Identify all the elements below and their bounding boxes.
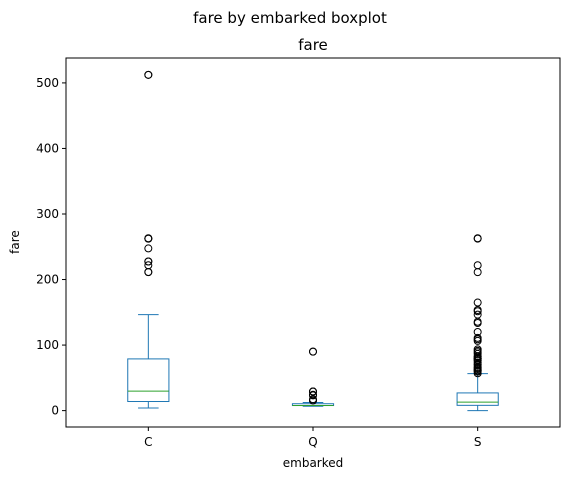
box-S xyxy=(456,234,499,412)
outlier-point xyxy=(473,333,482,342)
chart-suptitle: fare by embarked boxplot xyxy=(193,9,387,27)
y-axis-label: fare xyxy=(8,230,22,254)
outlier-point xyxy=(473,327,482,336)
outlier-point xyxy=(144,234,153,243)
y-tick-label: 200 xyxy=(36,273,59,287)
outlier-point xyxy=(309,395,317,404)
outlier-point xyxy=(309,387,317,396)
y-tick-label: 400 xyxy=(36,141,59,155)
box-iqr xyxy=(456,392,499,406)
outlier-point xyxy=(144,261,153,270)
y-axis: 0 100 200 300 400 500 xyxy=(36,76,66,418)
box-Q xyxy=(291,347,335,407)
outlier-point xyxy=(473,345,482,354)
outlier-point xyxy=(309,390,317,399)
outlier-point xyxy=(473,298,482,307)
y-tick-label: 0 xyxy=(51,404,59,418)
outlier-point xyxy=(144,257,153,266)
outlier-point xyxy=(309,347,317,356)
x-tick-label: Q xyxy=(308,435,317,449)
x-tick-label: S xyxy=(474,435,482,449)
x-tick-label: C xyxy=(144,435,152,449)
outlier-point xyxy=(473,261,482,270)
boxes-layer xyxy=(127,70,499,412)
outlier-point xyxy=(473,234,482,243)
y-tick-label: 300 xyxy=(36,207,59,221)
y-tick-label: 500 xyxy=(36,76,59,90)
plot-area xyxy=(65,57,561,428)
box-iqr xyxy=(127,358,170,403)
y-tick-label: 100 xyxy=(36,338,59,352)
outlier-point xyxy=(144,70,153,79)
x-axis-label: embarked xyxy=(283,456,344,470)
chart-title: fare xyxy=(298,36,328,54)
outlier-point xyxy=(473,310,482,319)
outlier-point xyxy=(144,244,153,253)
box-C xyxy=(127,70,170,409)
